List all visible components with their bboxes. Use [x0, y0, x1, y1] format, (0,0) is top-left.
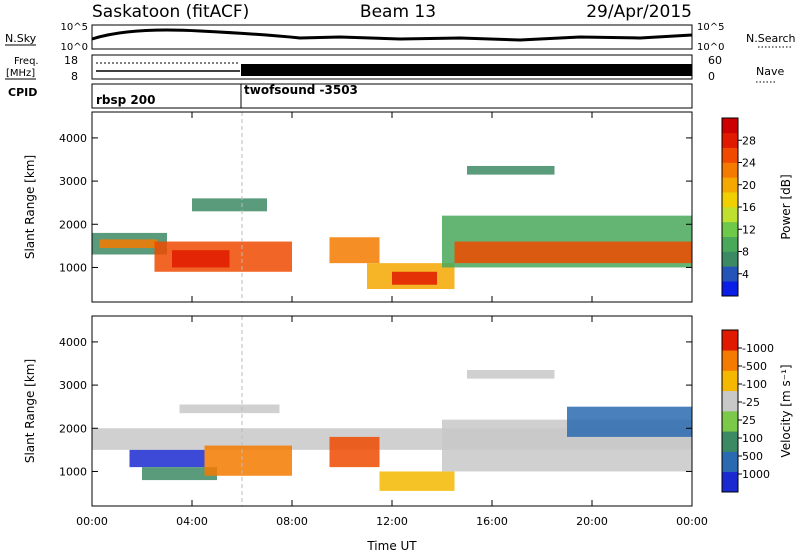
colorbar-swatch: [722, 236, 738, 252]
colorbar-tick-label: 24: [742, 157, 756, 170]
scatter-region-4: [172, 250, 230, 268]
y-axis-label: Slant Range [km]: [23, 155, 37, 259]
y-tick-label: 1000: [59, 261, 87, 274]
scatter-region-5: [329, 436, 380, 468]
nsearch-tick-top: 10^5: [697, 22, 724, 33]
scatter-region-4: [204, 445, 292, 476]
velocity-panel: 1000 2000 3000 4000 00:00 04:00 08:00 12:00 16:0…: [23, 315, 793, 528]
scatter-region-6: [379, 471, 455, 491]
colorbar-swatch: [722, 451, 738, 473]
colorbar-swatch: [722, 147, 738, 163]
x-tick-label: 00:00: [676, 515, 708, 528]
colorbar-tick-label: 1000: [742, 468, 770, 481]
freq-tick-bottom: 8: [71, 70, 78, 83]
y-tick-label: 4000: [59, 132, 87, 145]
x-tick-label: 08:00: [276, 515, 308, 528]
y-tick-label: 2000: [59, 218, 87, 231]
cpid-segment-2: twofsound -3503: [244, 83, 358, 97]
beam-label: Beam 13: [360, 2, 436, 22]
nave-label: Nave: [756, 65, 784, 78]
x-tick-label: 16:00: [476, 515, 508, 528]
colorbar-tick-label: -500: [742, 360, 767, 373]
colorbar-swatch: [722, 330, 738, 351]
station-title: Saskatoon (fitACF): [92, 2, 249, 22]
colorbar-tick-label: 20: [742, 179, 756, 192]
nave-tick-top: 60: [708, 54, 722, 67]
nsky-tick-bottom: 10^0: [61, 42, 88, 53]
scatter-region-2: [99, 239, 157, 249]
y-tick-label: 3000: [59, 175, 87, 188]
freq-dense-block: [241, 64, 692, 76]
colorbar-frame: [721, 329, 739, 493]
scatter-region-11: [467, 165, 555, 175]
scatter-region-7: [392, 271, 437, 285]
date-label: 29/Apr/2015: [586, 2, 692, 22]
colorbar-tick-label: 16: [742, 201, 756, 214]
colorbar-tick-label: -1000: [742, 342, 774, 355]
nave-tick-bottom: 0: [708, 70, 715, 83]
power-panel: 1000 2000 3000 4000 Slant Range [km] 4 8 12 16 20…: [23, 111, 793, 303]
x-tick-label: 20:00: [576, 515, 608, 528]
colorbar-tick-label: 25: [742, 414, 756, 427]
colorbar-tick-label: 500: [742, 450, 763, 463]
cpid-segment-1: rbsp 200: [96, 93, 155, 107]
cpid-panel: [91, 83, 693, 109]
freq-tick-top: 18: [64, 54, 78, 67]
colorbar-tick-label: 28: [742, 134, 756, 147]
y-tick-label: 3000: [59, 379, 87, 392]
colorbar-swatch: [722, 431, 738, 452]
colorbar-swatch: [722, 162, 738, 178]
nsky-label: N.Sky: [5, 32, 37, 45]
colorbar-tick-label: 8: [742, 246, 749, 259]
colorbar-tick-label: -25: [742, 396, 760, 409]
colorbar-swatch: [722, 411, 738, 432]
colorbar-tick-label: 4: [742, 268, 749, 281]
x-tick-label: 04:00: [176, 515, 208, 528]
scatter-region-9: [454, 241, 692, 264]
scatter-region-8: [567, 406, 692, 437]
freq-unit: [MHz]: [6, 68, 35, 79]
x-axis-label: Time UT: [366, 539, 417, 553]
scatter-region-2: [129, 449, 205, 468]
nsky-tick-top: 10^5: [61, 22, 88, 33]
scatter-region-3: [142, 467, 217, 481]
y-tick-label: 4000: [59, 336, 87, 349]
scatter-region-10: [192, 198, 267, 212]
colorbar-swatch: [722, 281, 738, 297]
nsky-panel: [91, 24, 693, 50]
y-tick-label: 2000: [59, 422, 87, 435]
scatter-region-9: [179, 404, 280, 414]
colorbar-swatch: [722, 118, 738, 134]
colorbar-swatch: [722, 390, 738, 412]
cpid-label: CPID: [8, 86, 37, 99]
colorbar-swatch: [722, 251, 738, 267]
scatter-region-5: [329, 237, 380, 264]
y-axis-label: Slant Range [km]: [23, 359, 37, 463]
colorbar-swatch: [722, 471, 738, 493]
nsearch-label: N.Search: [746, 32, 796, 45]
colorbar-swatch: [722, 207, 738, 223]
colorbar-swatch: [722, 221, 738, 237]
nsky-trace: [91, 28, 693, 42]
colorbar-tick-label: 100: [742, 432, 763, 445]
colorbar-swatch: [722, 177, 738, 193]
nsearch-tick-bottom: 10^0: [697, 42, 724, 53]
colorbar-tick-label: -100: [742, 378, 767, 391]
freq-label: Freq.: [14, 56, 39, 67]
colorbar-swatch: [722, 132, 738, 148]
colorbar-swatch: [722, 350, 738, 371]
colorbar-label: Power [dB]: [779, 174, 793, 239]
scatter-region-10: [467, 369, 555, 379]
x-tick-label: 12:00: [376, 515, 408, 528]
colorbar-swatch: [722, 192, 738, 208]
colorbar-tick-label: 12: [742, 223, 756, 236]
y-tick-label: 1000: [59, 465, 87, 478]
colorbar-label: Velocity [m s⁻¹]: [779, 364, 793, 457]
colorbar-swatch: [722, 266, 738, 282]
colorbar-swatch: [722, 370, 738, 392]
x-tick-label: 00:00: [76, 515, 108, 528]
